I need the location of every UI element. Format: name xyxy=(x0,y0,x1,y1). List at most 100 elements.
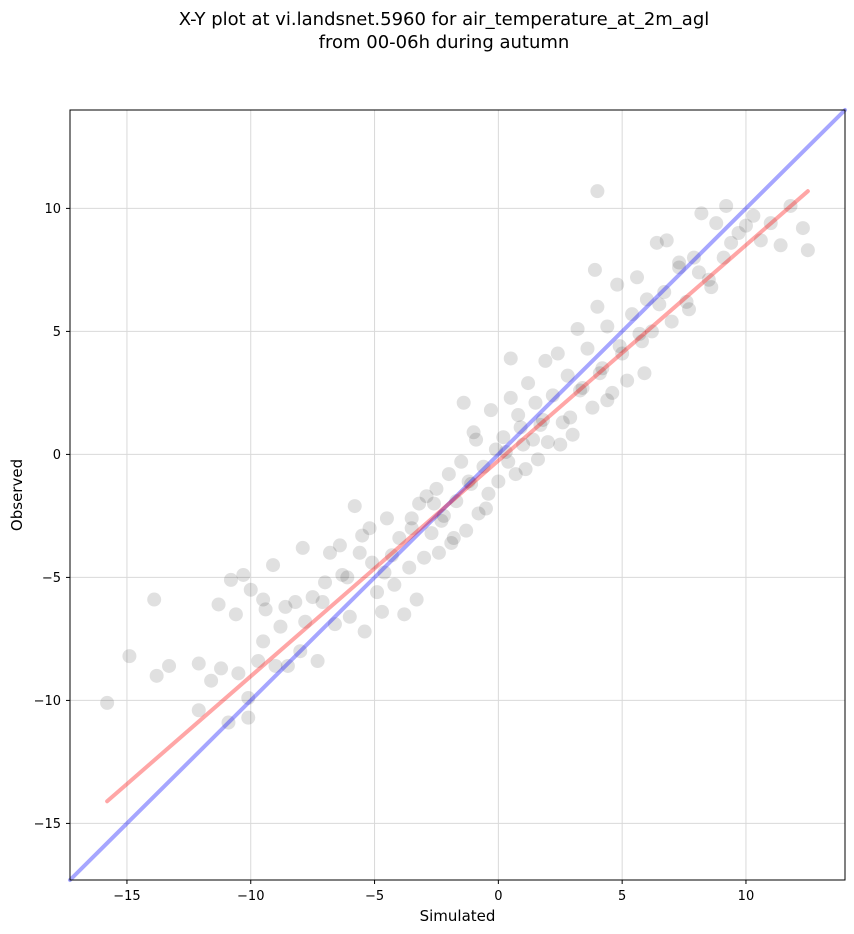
data-point xyxy=(478,501,493,516)
data-point xyxy=(397,607,412,622)
data-point xyxy=(147,592,162,607)
data-point xyxy=(476,459,491,474)
data-point xyxy=(672,260,687,275)
x-tick-label: 5 xyxy=(618,889,626,904)
data-point xyxy=(550,346,565,361)
data-point xyxy=(763,216,778,231)
y-tick-label: −5 xyxy=(42,571,61,586)
data-point xyxy=(630,270,645,285)
grid-lines xyxy=(70,110,845,880)
data-point xyxy=(503,351,518,366)
data-point xyxy=(664,314,679,329)
data-point xyxy=(753,233,768,248)
data-point xyxy=(516,437,531,452)
data-point xyxy=(466,425,481,440)
data-point xyxy=(565,427,580,442)
data-point xyxy=(580,341,595,356)
data-point xyxy=(392,531,407,546)
data-point xyxy=(471,506,486,521)
data-point xyxy=(590,184,605,199)
data-point xyxy=(431,545,446,560)
data-point xyxy=(409,592,424,607)
data-point xyxy=(100,695,115,710)
data-point xyxy=(342,609,357,624)
data-point xyxy=(800,243,815,258)
data-point xyxy=(709,216,724,231)
data-point xyxy=(481,486,496,501)
data-point xyxy=(162,658,177,673)
data-point xyxy=(404,521,419,536)
data-point xyxy=(273,619,288,634)
data-point xyxy=(632,326,647,341)
data-point xyxy=(585,400,600,415)
data-point xyxy=(357,624,372,639)
data-point xyxy=(530,452,545,467)
data-point xyxy=(214,661,229,676)
data-point xyxy=(605,385,620,400)
data-point xyxy=(459,523,474,538)
data-point xyxy=(340,570,355,585)
data-point xyxy=(738,218,753,233)
data-point xyxy=(454,454,469,469)
data-point xyxy=(295,540,310,555)
data-point xyxy=(634,334,649,349)
data-point xyxy=(461,474,476,489)
data-point xyxy=(204,673,219,688)
y-tick-label: 5 xyxy=(53,325,61,340)
data-point xyxy=(590,299,605,314)
data-point xyxy=(365,555,380,570)
data-point xyxy=(402,560,417,575)
data-point xyxy=(573,383,588,398)
data-point xyxy=(615,346,630,361)
data-point xyxy=(672,255,687,270)
data-point xyxy=(545,388,560,403)
y-tick-label: 10 xyxy=(44,202,61,217)
data-points xyxy=(100,184,815,730)
data-point xyxy=(595,361,610,376)
chart-title-line1: X-Y plot at vi.landsnet.5960 for air_tem… xyxy=(178,9,710,30)
data-point xyxy=(327,617,342,632)
data-point xyxy=(657,285,672,300)
data-point xyxy=(513,420,528,435)
data-point xyxy=(491,474,506,489)
data-point xyxy=(221,715,236,730)
data-point xyxy=(417,550,432,565)
data-point xyxy=(379,511,394,526)
data-point xyxy=(149,668,164,683)
data-point xyxy=(625,307,640,322)
data-point xyxy=(538,353,553,368)
data-point xyxy=(441,467,456,482)
data-point xyxy=(521,376,536,391)
data-point xyxy=(449,494,464,509)
data-point xyxy=(563,410,578,425)
data-point xyxy=(310,654,325,669)
data-point xyxy=(305,590,320,605)
data-point xyxy=(716,250,731,265)
data-point xyxy=(503,390,518,405)
reference-lines xyxy=(68,108,847,882)
data-point xyxy=(560,368,575,383)
y-tick-label: −10 xyxy=(34,694,61,709)
data-point xyxy=(258,602,273,617)
data-point xyxy=(612,339,627,354)
data-point xyxy=(724,235,739,250)
data-point xyxy=(404,511,419,526)
data-point xyxy=(508,467,523,482)
data-point xyxy=(686,250,701,265)
data-point xyxy=(592,366,607,381)
data-point xyxy=(298,614,313,629)
data-point xyxy=(659,233,674,248)
data-point xyxy=(483,403,498,418)
data-point xyxy=(280,658,295,673)
data-point xyxy=(362,521,377,536)
data-point xyxy=(424,526,439,541)
data-point xyxy=(610,277,625,292)
data-point xyxy=(553,437,568,452)
data-point xyxy=(332,538,347,553)
data-point xyxy=(384,548,399,563)
data-point xyxy=(639,292,654,307)
data-point xyxy=(266,558,281,573)
data-point xyxy=(464,476,479,491)
data-point xyxy=(535,412,550,427)
data-point xyxy=(691,265,706,280)
